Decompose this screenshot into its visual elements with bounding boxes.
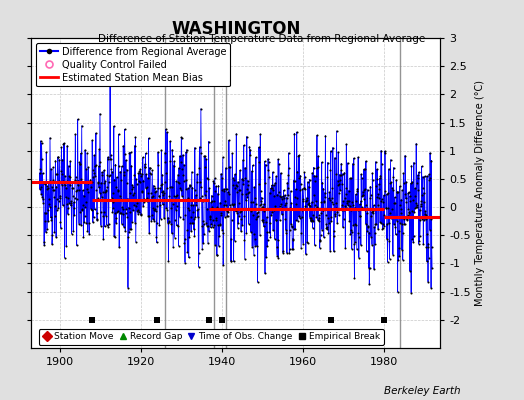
Legend: Station Move, Record Gap, Time of Obs. Change, Empirical Break: Station Move, Record Gap, Time of Obs. C… (39, 329, 384, 345)
Title: WASHINGTON: WASHINGTON (171, 20, 300, 38)
Text: Difference of Station Temperature Data from Regional Average: Difference of Station Temperature Data f… (99, 34, 425, 44)
Y-axis label: Monthly Temperature Anomaly Difference (°C): Monthly Temperature Anomaly Difference (… (475, 80, 485, 306)
Text: Berkeley Earth: Berkeley Earth (385, 386, 461, 396)
